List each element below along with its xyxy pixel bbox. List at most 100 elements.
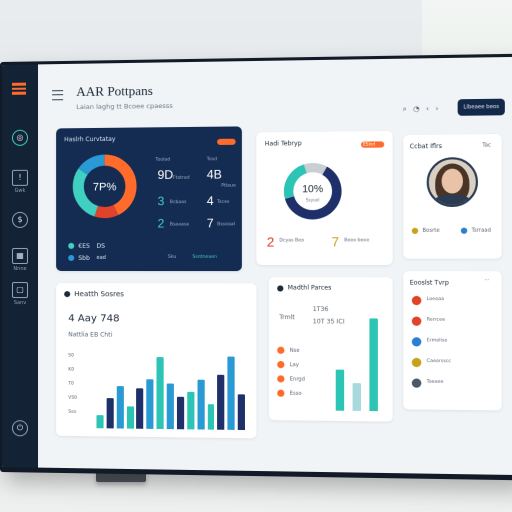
- score-bar: [187, 391, 195, 430]
- power-icon: ⏻: [11, 420, 28, 437]
- activity-card: Eooslst Tvrp ⋯ Loeoaa Rerrcee Ermolise Caeo…: [403, 271, 502, 411]
- overview-footer-right: Sku: [167, 254, 177, 260]
- score-bar: [227, 356, 235, 430]
- header-action-button[interactable]: Llbeaee beos: [457, 98, 505, 116]
- factor-row-label: Esso: [289, 390, 302, 397]
- donut-card-center-sub: Ssyuel: [306, 197, 320, 202]
- overview-col2-header: Tosd: [206, 157, 218, 163]
- factor-row-icon: [277, 346, 285, 354]
- warning-icon: !: [11, 169, 28, 186]
- activity-item-icon: [411, 378, 422, 388]
- activity-item-label[interactable]: Ermolise: [426, 338, 448, 344]
- circle-icon: ◎: [11, 129, 28, 146]
- factors-card-title: Madthl Parces: [287, 284, 332, 292]
- search-icon[interactable]: ⌕: [402, 104, 414, 114]
- score-bar: [136, 388, 144, 429]
- overview-stat-5: 2: [157, 216, 165, 231]
- donut-card-center: 10%: [302, 184, 323, 195]
- factor-row-icon: [277, 375, 285, 383]
- hamburger-menu-icon[interactable]: [52, 90, 64, 101]
- overview-stat-6: 7: [206, 216, 214, 231]
- score-bar: [96, 415, 104, 429]
- y-axis-tick-label: Sso: [68, 409, 77, 415]
- overview-stat-1: 9D: [157, 167, 174, 182]
- overview-card-title: Haslrh Curvtatay: [64, 135, 116, 144]
- scores-card-title: Heatth Sosres: [74, 290, 124, 299]
- donut-legend-1-value: 2: [266, 234, 275, 250]
- sidebar-item-billing[interactable]: $: [2, 207, 38, 228]
- overview-col1-header: Toolad: [155, 157, 171, 163]
- overview-badge: [217, 138, 236, 145]
- factors-card-icon: [277, 285, 284, 292]
- footer-dot-1: [68, 242, 75, 249]
- overview-stat-4: 4: [206, 193, 214, 209]
- scores-card: Heatth Sosres 4 Aay 748 Nattlia EB Chti …: [56, 283, 257, 439]
- sidebar-item-box[interactable]: ▢ Sanv: [2, 277, 38, 306]
- score-bar: [207, 403, 215, 430]
- score-bar: [116, 386, 124, 429]
- activity-item-icon: [411, 316, 422, 326]
- scores-big-value: 4 Aay 748: [68, 313, 120, 325]
- donut-card-title: Hadi Tebryp: [264, 140, 302, 148]
- activity-item-label[interactable]: Loeoaa: [426, 296, 444, 303]
- activity-item-icon: [411, 357, 422, 368]
- sidebar-item-home[interactable]: ◎: [2, 125, 38, 146]
- forward-icon[interactable]: ›: [435, 104, 445, 113]
- overview-card: Haslrh Curvtatay 7P% Toolad Tosd 9D Ftat…: [56, 126, 242, 272]
- factor-bar: [352, 383, 361, 411]
- y-axis-tick-label: VS0: [68, 395, 78, 401]
- score-bar: [217, 374, 225, 430]
- activity-item-label[interactable]: Rerrcee: [426, 317, 446, 323]
- sidebar-item-alerts[interactable]: ! Gwk: [2, 165, 38, 194]
- scores-big-sub: Nattlia EB Chti: [68, 331, 113, 339]
- score-bar: [237, 394, 246, 431]
- factors-bar-chart: [335, 308, 389, 412]
- score-bar: [106, 397, 114, 429]
- overview-footer-link[interactable]: Ssntneaen: [192, 254, 217, 260]
- y-axis-tick-label: T0: [68, 381, 74, 387]
- box-icon: ▢: [11, 282, 28, 299]
- score-bar: [156, 357, 164, 430]
- user-icon[interactable]: ◔: [413, 104, 427, 114]
- factor-row-icon: [277, 389, 285, 397]
- avatar: [426, 157, 478, 208]
- donut-card-chart: 10% Ssyuel: [279, 158, 346, 224]
- score-bar: [166, 383, 174, 430]
- back-icon[interactable]: ‹: [426, 104, 436, 114]
- activity-card-title: Eooslst Tvrp: [409, 279, 449, 287]
- footer-dot-2: [68, 254, 75, 261]
- score-bar: [126, 406, 134, 429]
- profile-dot-1: [411, 227, 419, 234]
- monitor-screen: ◎ ! Gwk $ ▦ Nnne ▢ Sanv ⏻ AAR: [0, 53, 512, 481]
- profile-card: Ccbat Iflrs Tac Bosrte Tsrraad: [403, 134, 502, 259]
- profile-dot-2: [460, 227, 468, 234]
- factors-card: Madthl Parces Trmlt 1T36 10T 35 ICI Nse L…: [268, 277, 393, 422]
- y-axis-tick-label: S0: [68, 353, 74, 359]
- sidebar-item-power[interactable]: ⏻: [2, 415, 38, 437]
- sidebar-item-grid[interactable]: ▦ Nnne: [2, 243, 38, 272]
- factor-row-label: Enrgd: [289, 376, 305, 383]
- overview-donut-chart: 7P%: [68, 150, 141, 223]
- scores-card-icon: [64, 291, 71, 298]
- dollar-icon: $: [11, 211, 28, 228]
- header-icons: ⌕◔‹›: [403, 105, 445, 115]
- y-axis-tick-label: K0: [68, 367, 75, 373]
- overview-stat-3: 3: [157, 194, 165, 209]
- score-bar: [197, 379, 205, 430]
- profile-card-tag: Tac: [482, 142, 491, 149]
- header: AAR Pottpans Laian laghg tt Bcoee cpaess…: [38, 57, 512, 123]
- activity-card-more[interactable]: ⋯: [484, 277, 490, 284]
- profile-card-title: Ccbat Iflrs: [409, 142, 443, 151]
- overview-stat-2: 4B: [206, 167, 222, 182]
- page-title: AAR Pottpans: [76, 82, 153, 100]
- donut-center-label: 7P%: [93, 181, 117, 193]
- score-bar: [146, 379, 154, 429]
- factor-row-label: Lay: [289, 362, 299, 369]
- dashboard-app: ◎ ! Gwk $ ▦ Nnne ▢ Sanv ⏻ AAR: [1, 56, 512, 475]
- activity-item-label[interactable]: Caeorsscc: [426, 358, 452, 365]
- page-subtitle: Laian laghg tt Bcoee cpaesss: [76, 101, 173, 112]
- activity-item-label[interactable]: Taeaee: [426, 379, 444, 385]
- activity-item-icon: [411, 295, 422, 306]
- activity-item-icon: [411, 337, 422, 347]
- factor-row-label: Nse: [289, 347, 300, 354]
